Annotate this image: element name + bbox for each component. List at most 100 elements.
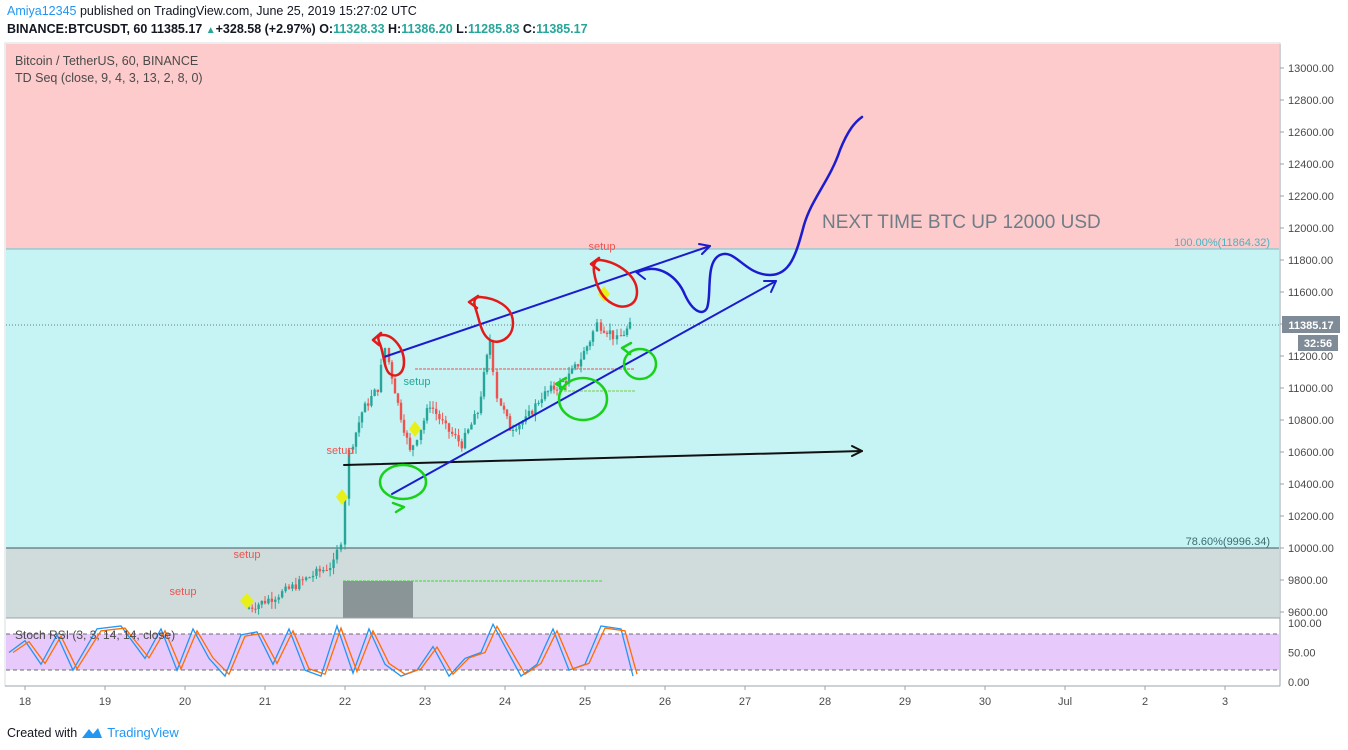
time-axis[interactable]: 18 19 20 21 22 23 24 25 26 27 28 29 30 Jul 2 3 bbox=[19, 686, 1228, 708]
candle-body bbox=[367, 403, 370, 406]
candle-body bbox=[470, 424, 473, 430]
rsi-tick-label: 100.00 bbox=[1288, 618, 1322, 630]
symbol-title: Bitcoin / TetherUS, 60, BINANCE bbox=[15, 54, 198, 68]
price-tick-label: 11600.00 bbox=[1288, 287, 1333, 299]
candle-body bbox=[322, 569, 325, 572]
candle-body bbox=[411, 445, 415, 450]
candle-body bbox=[546, 391, 550, 393]
price-tick-label: 9800.00 bbox=[1288, 575, 1328, 587]
td-seq-legend: TD Seq (close, 9, 4, 3, 13, 2, 8, 0) bbox=[15, 71, 203, 85]
open-label: O: bbox=[319, 22, 334, 36]
candle-body bbox=[277, 597, 280, 600]
channel-upper-arrow-head bbox=[698, 243, 711, 255]
candle-body bbox=[585, 346, 589, 351]
symbol-label: BINANCE:BTCUSDT, 60 bbox=[7, 22, 148, 36]
candle-body bbox=[402, 419, 406, 433]
fib-100-label: 100.00%(11864.32) bbox=[1174, 237, 1270, 249]
candle-body bbox=[602, 330, 606, 333]
red-circle-3-hook bbox=[589, 256, 601, 272]
fib-78-label: 78.60%(9996.34) bbox=[1186, 536, 1270, 548]
candle-body bbox=[537, 402, 540, 404]
horizontal-arrow-head bbox=[851, 445, 863, 457]
ohlc-line: BINANCE:BTCUSDT, 60 11385.17 ▲+328.58 (+… bbox=[7, 22, 588, 36]
candle-body bbox=[463, 432, 467, 449]
rsi-tick-label: 0.00 bbox=[1288, 677, 1309, 689]
price-tick-label: 10600.00 bbox=[1288, 447, 1334, 459]
candle-body bbox=[502, 405, 506, 410]
price-tick-label: 12000.00 bbox=[1288, 223, 1334, 235]
time-tick-label: 28 bbox=[819, 696, 831, 708]
candle-body bbox=[304, 577, 308, 580]
candle-body bbox=[467, 429, 470, 433]
candle-body bbox=[508, 416, 512, 431]
candle-body bbox=[441, 419, 444, 421]
time-tick-label: 19 bbox=[99, 696, 111, 708]
candle-body bbox=[628, 322, 632, 329]
td-setup-label-4: setup bbox=[404, 376, 431, 388]
author-link[interactable]: Amiya12345 bbox=[7, 4, 77, 18]
time-tick-label: 22 bbox=[339, 696, 351, 708]
candle-body bbox=[511, 429, 515, 431]
countdown-value: 32:56 bbox=[1304, 338, 1332, 350]
candle-body bbox=[476, 413, 479, 415]
candle-body bbox=[357, 422, 361, 433]
candle-body bbox=[555, 389, 559, 391]
candle-body bbox=[311, 575, 315, 578]
candle-body bbox=[422, 420, 426, 430]
price-tick-label: 11000.00 bbox=[1288, 383, 1333, 395]
candle-body bbox=[491, 340, 495, 372]
candle-body bbox=[444, 420, 447, 424]
candle-body bbox=[531, 410, 534, 415]
candle-body bbox=[591, 331, 595, 342]
tradingview-link[interactable]: TradingView bbox=[107, 725, 179, 740]
candle-body bbox=[267, 598, 270, 604]
candle-body bbox=[454, 433, 457, 436]
projection-curve bbox=[636, 115, 864, 314]
candle-body bbox=[479, 396, 483, 414]
price-tick-label: 12400.00 bbox=[1288, 159, 1334, 171]
publish-info: published on TradingView.com, June 25, 2… bbox=[76, 4, 417, 18]
candle-body bbox=[318, 568, 322, 572]
green-circle-1 bbox=[378, 463, 428, 501]
td-setup-label-5: setup bbox=[589, 241, 616, 253]
candle-body bbox=[579, 359, 583, 367]
candle-body bbox=[457, 435, 460, 442]
candle-body bbox=[328, 568, 332, 571]
candle-body bbox=[257, 604, 260, 610]
candle-body bbox=[247, 607, 251, 609]
candle-body bbox=[351, 446, 355, 450]
stoch-k-line bbox=[8, 622, 634, 678]
time-tick-label: 21 bbox=[259, 696, 271, 708]
candle-body bbox=[263, 600, 267, 604]
price-tick-label: 10800.00 bbox=[1288, 415, 1334, 427]
candle-body bbox=[540, 399, 543, 403]
candle-body bbox=[588, 341, 592, 347]
low-label: L: bbox=[456, 22, 468, 36]
candle-body bbox=[376, 389, 379, 393]
candle-body bbox=[373, 389, 376, 397]
high-label: H: bbox=[388, 22, 402, 36]
horizontal-trend-arrow bbox=[343, 450, 863, 466]
time-tick-label: 2 bbox=[1142, 696, 1148, 708]
candle-body bbox=[435, 408, 438, 414]
td-diamond-2 bbox=[336, 489, 348, 505]
price-change: +328.58 (+2.97%) bbox=[215, 22, 316, 36]
td-diamond-1 bbox=[240, 593, 254, 609]
candle-body bbox=[393, 378, 397, 394]
candle-body bbox=[625, 328, 629, 336]
candle-body bbox=[274, 599, 277, 602]
low-value: 11285.83 bbox=[467, 22, 520, 36]
candle-body bbox=[518, 424, 521, 430]
green-circle-3 bbox=[622, 347, 658, 381]
candle-body bbox=[347, 449, 351, 499]
candle-body bbox=[451, 431, 454, 434]
candle-body bbox=[564, 380, 568, 384]
time-tick-label: 20 bbox=[179, 696, 191, 708]
price-tick-label: 10200.00 bbox=[1288, 511, 1334, 523]
price-axis[interactable]: 13000.00 12800.00 12600.00 12400.00 12200.00… bbox=[1279, 44, 1334, 686]
candle-body bbox=[315, 568, 318, 576]
channel-lower-arrow-head bbox=[763, 280, 777, 293]
drawings bbox=[343, 115, 864, 514]
candle-body bbox=[399, 402, 403, 420]
